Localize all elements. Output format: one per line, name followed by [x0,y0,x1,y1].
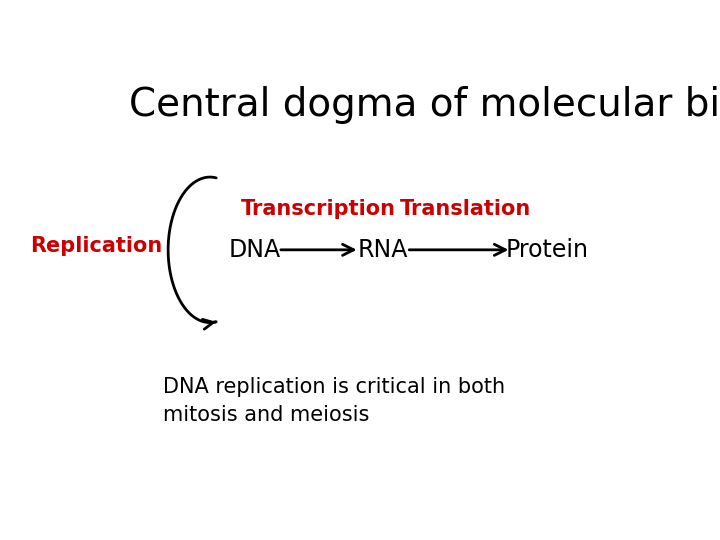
Text: DNA: DNA [228,238,281,262]
Text: Translation: Translation [400,199,531,219]
Text: Protein: Protein [506,238,589,262]
Text: Central dogma of molecular biology: Central dogma of molecular biology [129,85,720,124]
Text: RNA: RNA [358,238,408,262]
Text: Replication: Replication [30,235,163,255]
Text: DNA replication is critical in both
mitosis and meiosis: DNA replication is critical in both mito… [163,377,505,424]
Text: Transcription: Transcription [241,199,396,219]
